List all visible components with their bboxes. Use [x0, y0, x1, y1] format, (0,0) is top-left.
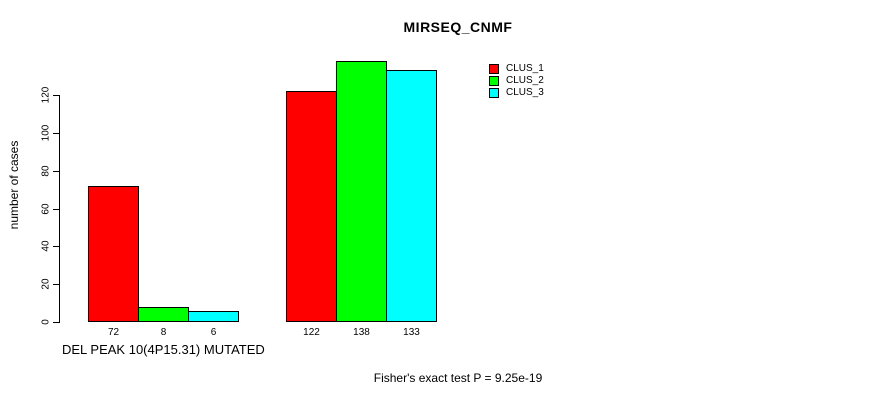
bar-value-label: 6 [210, 327, 217, 338]
bar-clus_2-group2 [336, 61, 387, 322]
legend-swatch-clus_2 [489, 76, 499, 86]
legend-swatch-clus_1 [489, 64, 499, 74]
legend-label-clus_1: CLUS_1 [506, 63, 544, 74]
bar-value-label: 122 [303, 327, 320, 338]
bar-clus_3-group1 [188, 311, 239, 322]
bar-value-label: 8 [160, 327, 167, 338]
y-axis-tick [53, 171, 59, 172]
y-axis-tick [53, 133, 59, 134]
bar-value-label: 72 [107, 327, 120, 338]
y-axis-tick [53, 246, 59, 247]
fisher-test-annotation: Fisher's exact test P = 9.25e-19 [373, 371, 543, 385]
bar-value-label: 133 [403, 327, 420, 338]
y-axis-tick [53, 95, 59, 96]
bar-clus_2-group1 [138, 307, 189, 322]
legend-swatch-clus_3 [489, 88, 499, 98]
y-axis-tick-label: 60 [40, 203, 52, 215]
y-axis-tick [53, 284, 59, 285]
bar-clus_1-group2 [286, 91, 337, 322]
bar-value-label: 138 [353, 327, 370, 338]
y-axis-tick [53, 209, 59, 210]
bar-clus_3-group2 [386, 70, 437, 322]
legend-label-clus_3: CLUS_3 [506, 87, 544, 98]
y-axis-tick-label: 0 [40, 319, 52, 325]
y-axis-tick [53, 322, 59, 323]
y-axis-tick-label: 100 [40, 124, 52, 142]
y-axis-line [59, 95, 60, 323]
y-axis-tick-label: 80 [40, 165, 52, 177]
x-axis-label: DEL PEAK 10(4P15.31) MUTATED [62, 342, 265, 357]
y-axis-tick-label: 40 [40, 240, 52, 252]
y-axis-label: number of cases [7, 140, 21, 230]
legend-label-clus_2: CLUS_2 [506, 75, 544, 86]
y-axis-tick-label: 120 [40, 86, 52, 104]
y-axis-tick-label: 20 [40, 278, 52, 290]
chart-title: MIRSEQ_CNMF [403, 19, 513, 35]
bar-clus_1-group1 [88, 186, 139, 322]
